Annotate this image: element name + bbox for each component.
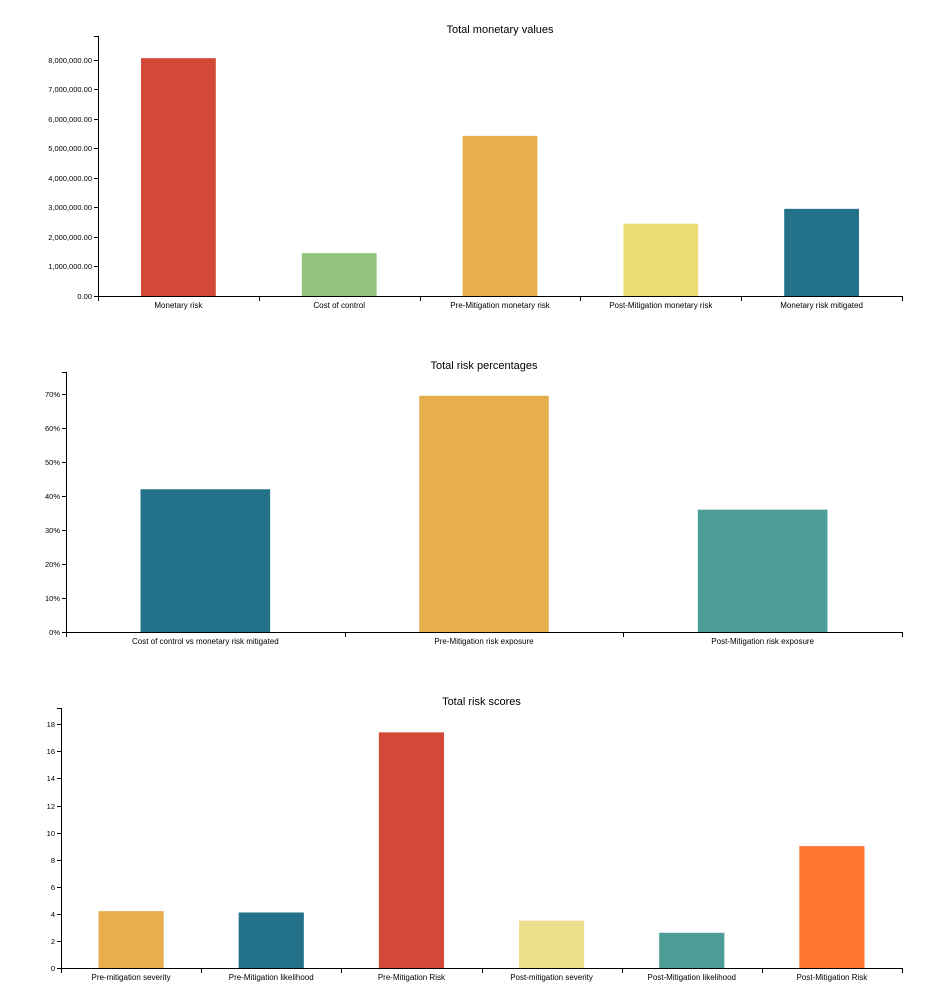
bar[interactable]: [98, 911, 164, 968]
bar[interactable]: [784, 208, 859, 296]
y-tick-label: 30%: [45, 526, 60, 535]
y-tick-label: 0%: [49, 628, 60, 637]
y-tick-label: 50%: [45, 458, 60, 467]
y-tick-label: 4: [51, 910, 55, 919]
y-tick-label: 0.00: [77, 292, 92, 301]
bar[interactable]: [623, 223, 699, 296]
x-category-label: Pre-Mitigation likelihood: [229, 973, 314, 982]
chart-2: Total risk percentages 0% 10% 20% 30% 40% 50% 6…: [45, 360, 903, 646]
bar[interactable]: [301, 253, 377, 296]
bar[interactable]: [659, 932, 725, 968]
y-tick-label: 6,000,000.00: [48, 115, 92, 124]
y-tick-label: 10: [47, 829, 55, 838]
y-tick-label: 14: [47, 774, 55, 783]
y-tick-label: 6: [51, 883, 55, 892]
x-category-label: Monetary risk mitigated: [780, 301, 863, 310]
x-category-label: Monetary risk: [154, 301, 203, 310]
y-tick-label: 20%: [45, 560, 60, 569]
chart-1: Total monetary values 0.00 1,000,000.00 2,0…: [48, 24, 903, 310]
y-tick-label: 2: [51, 937, 55, 946]
x-category-label: Cost of control vs monetary risk mitigat…: [132, 637, 279, 646]
bar[interactable]: [697, 509, 828, 632]
bar[interactable]: [378, 732, 445, 968]
chart-3: Total risk scores 0 2 4 6 8 10 12 14 16 18 Pre-miti…: [47, 696, 903, 982]
bar[interactable]: [419, 395, 549, 632]
y-tick-label: 3,000,000.00: [48, 203, 92, 212]
y-tick-label: 1,000,000.00: [48, 262, 92, 271]
y-tick-label: 10%: [45, 594, 60, 603]
y-tick-label: 8,000,000.00: [48, 56, 92, 65]
bar[interactable]: [141, 58, 216, 297]
bar[interactable]: [140, 489, 271, 632]
x-category-label: Post-Mitigation risk exposure: [711, 637, 814, 646]
x-category-label: Post-mitigation severity: [510, 973, 593, 982]
chart-title: Total monetary values: [447, 24, 554, 36]
bar[interactable]: [799, 846, 865, 968]
x-category-label: Post-Mitigation Risk: [797, 973, 869, 982]
x-category-label: Pre-Mitigation Risk: [378, 973, 446, 982]
y-tick-label: 8: [51, 856, 55, 865]
y-tick-label: 16: [47, 747, 55, 756]
bar[interactable]: [238, 912, 304, 968]
x-category-label: Pre-mitigation severity: [92, 973, 171, 982]
x-category-label: Post-Mitigation monetary risk: [609, 301, 713, 310]
y-tick-label: 40%: [45, 492, 60, 501]
y-tick-label: 2,000,000.00: [48, 233, 92, 242]
chart-title: Total risk percentages: [431, 360, 538, 372]
x-category-label: Pre-Mitigation risk exposure: [434, 637, 534, 646]
chart-title: Total risk scores: [442, 696, 521, 708]
x-category-label: Pre-Mitigation monetary risk: [450, 301, 551, 310]
y-tick-label: 12: [47, 802, 55, 811]
y-tick-label: 4,000,000.00: [48, 174, 92, 183]
y-tick-label: 0: [51, 964, 55, 973]
y-tick-label: 18: [47, 720, 55, 729]
bar[interactable]: [518, 920, 585, 968]
y-tick-label: 60%: [45, 424, 60, 433]
y-tick-label: 7,000,000.00: [48, 85, 92, 94]
x-category-label: Cost of control: [313, 301, 365, 310]
x-category-label: Post-Mitigation likelihood: [648, 973, 737, 982]
y-tick-label: 70%: [45, 390, 60, 399]
bar[interactable]: [462, 135, 538, 296]
y-tick-label: 5,000,000.00: [48, 144, 92, 153]
